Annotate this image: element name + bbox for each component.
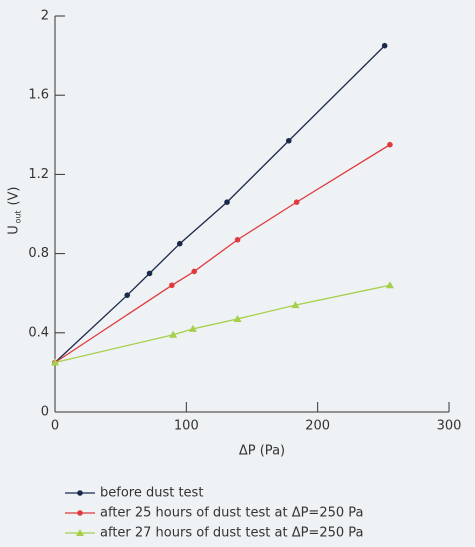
- x-tick-label: 200: [305, 419, 330, 434]
- marker: [191, 268, 198, 275]
- marker: [169, 282, 175, 289]
- x-tick-label: 100: [174, 419, 199, 434]
- legend-label: after 27 hours of dust test at ΔP=250 Pa: [100, 526, 364, 541]
- y-tick-label: 0.4: [28, 325, 49, 340]
- y-tick-label: 0: [41, 405, 49, 420]
- y-label-main: U: [7, 225, 22, 235]
- legend-label: after 25 hours of dust test at ΔP=250 Pa: [100, 506, 364, 521]
- marker: [385, 281, 394, 289]
- marker: [224, 199, 230, 205]
- legend-marker: [77, 510, 83, 516]
- marker: [51, 358, 59, 366]
- marker: [188, 324, 197, 332]
- marker: [124, 292, 131, 298]
- y-tick-label: 1.6: [28, 88, 49, 103]
- marker: [233, 314, 242, 322]
- marker: [146, 270, 153, 277]
- x-axis-label: ΔP (Pa): [239, 444, 285, 459]
- marker: [169, 330, 178, 338]
- y-tick-label: 1.2: [28, 167, 49, 182]
- marker: [387, 141, 393, 148]
- marker: [381, 42, 388, 49]
- y-tick-label: 0.8: [28, 246, 49, 261]
- x-tick-label: 0: [51, 419, 59, 434]
- marker: [291, 301, 300, 309]
- marker: [234, 236, 241, 243]
- marker: [176, 240, 183, 247]
- legend-label: before dust test: [100, 486, 203, 501]
- y-axis-label: U out (V): [7, 186, 23, 234]
- y-tick-label: 2: [41, 9, 49, 24]
- series-line: [54, 144, 391, 364]
- y-label-sub: out: [14, 210, 23, 223]
- series-line: [54, 284, 391, 364]
- y-label-unit: (V): [7, 186, 22, 205]
- marker: [293, 199, 300, 205]
- marker: [285, 137, 292, 144]
- legend-marker: [76, 529, 84, 536]
- x-tick-label: 300: [437, 419, 462, 434]
- legend-marker: [77, 490, 83, 496]
